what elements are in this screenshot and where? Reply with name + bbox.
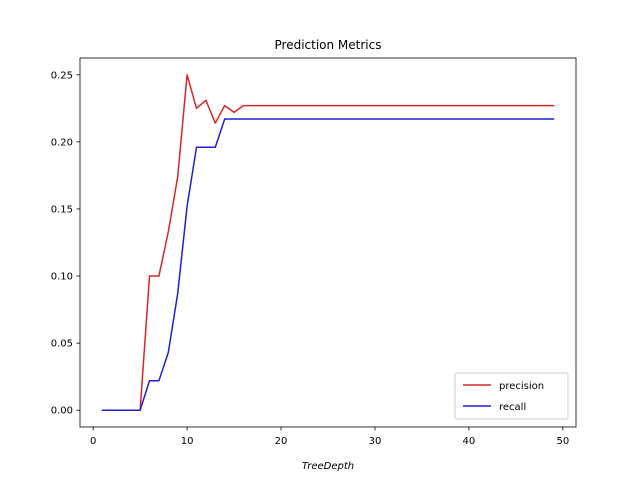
y-tick-label: 0.00 <box>51 406 73 417</box>
series-line-recall <box>101 118 555 411</box>
y-tick-label: 0.10 <box>51 272 73 283</box>
x-tick-label: 20 <box>275 436 288 447</box>
chart-title: Prediction Metrics <box>275 38 382 52</box>
x-tick-label: 50 <box>556 436 569 447</box>
series-line-precision <box>101 74 555 411</box>
x-tick-label: 30 <box>369 436 382 447</box>
x-tick-label: 10 <box>181 436 194 447</box>
plot-area: 0 10 20 30 40 50 0.00 0.05 0.10 0.15 0.20 0.25 <box>51 57 577 447</box>
legend: precision recall <box>454 372 569 420</box>
x-tick-label: 0 <box>90 436 96 447</box>
x-tick-label: 40 <box>463 436 476 447</box>
axes-frame <box>79 57 577 428</box>
legend-label-precision: precision <box>499 381 544 392</box>
y-tick-label: 0.20 <box>51 137 73 148</box>
x-axis-label: TreeDepth <box>302 461 354 472</box>
y-tick-label: 0.15 <box>51 204 73 215</box>
y-tick-label: 0.25 <box>51 70 73 81</box>
y-tick-label: 0.05 <box>51 339 73 350</box>
legend-label-recall: recall <box>499 402 526 413</box>
